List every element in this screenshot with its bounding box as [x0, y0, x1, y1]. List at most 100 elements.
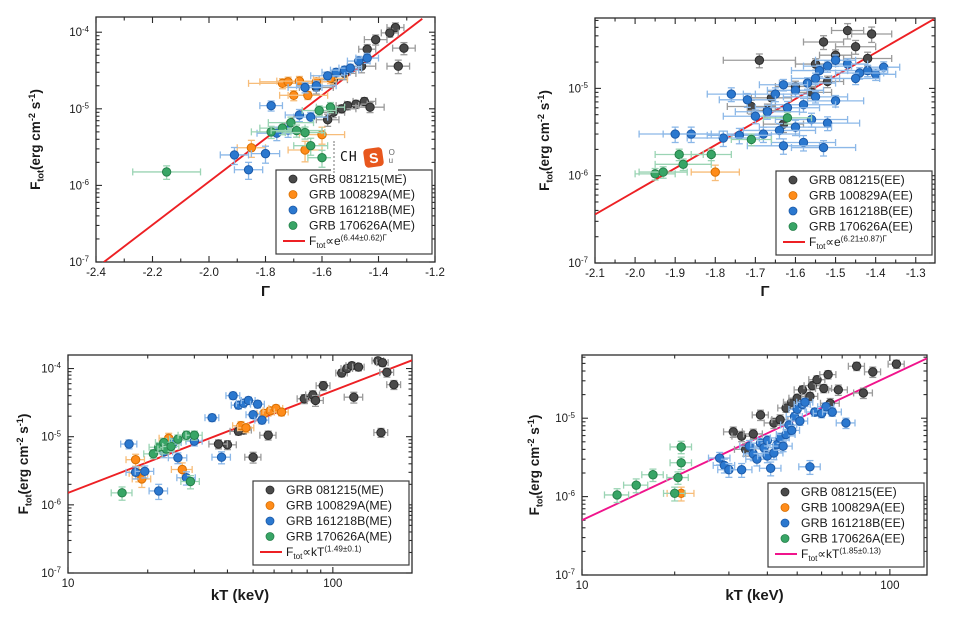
x-tick-label: -1.3 — [906, 268, 926, 280]
data-point — [812, 374, 822, 385]
data-point — [736, 431, 747, 441]
y-tick-label: 10-5 — [568, 81, 588, 95]
data-point — [810, 92, 821, 102]
legend: GRB 081215(EE) GRB 100829A(EE)GRB 161218B… — [775, 170, 933, 256]
x-axis-label: Γ — [760, 283, 769, 300]
data-point — [299, 394, 309, 404]
data-point — [263, 430, 273, 440]
x-tick-label: -1.9 — [665, 268, 685, 280]
data-point — [376, 427, 386, 438]
data-point — [389, 379, 399, 390]
sogou-input-icon[interactable]: S — [362, 146, 384, 168]
y-axis-label: Ftot(erg cm-2 s-1) — [536, 90, 555, 191]
data-point — [790, 122, 801, 132]
data-point — [173, 453, 183, 463]
chart-ftot-vs-kt-me: 10 100 10-7 10-6 10-5 10-4 GRB 081215(ME) GRB 1… — [15, 354, 413, 604]
data-point — [795, 416, 805, 426]
data-point — [317, 152, 327, 163]
series-GRB 161218B(EE) — [707, 397, 856, 479]
data-point — [124, 439, 134, 449]
legend-marker — [788, 206, 798, 216]
data-point — [362, 53, 372, 63]
data-point — [821, 402, 831, 412]
data-point — [189, 430, 200, 440]
legend-entry-label: GRB 081215(EE) — [801, 485, 897, 499]
y-tick-label: 10-6 — [41, 497, 61, 511]
legend: GRB 081215(ME) GRB 100829A(ME)GRB 161218B… — [252, 480, 410, 566]
y-tick-label: 10-5 — [69, 101, 89, 115]
data-point — [676, 442, 686, 452]
legend: GRB 081215(EE) GRB 100829A(EE)GRB 161218B… — [767, 482, 925, 568]
data-point — [746, 134, 757, 145]
data-point — [310, 395, 321, 406]
legend-entry-label: GRB 100829A(ME) — [286, 499, 392, 513]
data-point — [300, 82, 310, 93]
legend-entry-label: GRB 161218B(ME) — [309, 203, 415, 217]
legend-entry-label: GRB 100829A(EE) — [809, 189, 913, 203]
data-point — [676, 458, 686, 468]
x-tick-label: -1.8 — [705, 268, 725, 280]
legend-marker — [265, 485, 275, 495]
chart-ftot-vs-gamma-me: -2.4 -2.2 -2.0 -1.8 -1.6 -1.4 -1.2 10-7 10-6 10-5… — [27, 16, 445, 300]
data-point — [257, 415, 267, 425]
data-point — [823, 369, 833, 380]
data-point — [382, 367, 392, 378]
data-point — [787, 425, 797, 436]
legend-fit-label: Ftot∝kT(1.49±0.1) — [286, 544, 362, 561]
series-GRB 170626A(EE) — [603, 440, 693, 504]
legend-marker — [780, 534, 790, 543]
data-point — [353, 362, 364, 372]
data-point — [781, 403, 791, 413]
data-point — [765, 463, 776, 473]
data-point — [774, 125, 785, 136]
x-axis-label: Γ — [261, 283, 270, 300]
data-point — [800, 397, 810, 407]
y-axis-label: Ftot(erg cm-2 s-1) — [27, 89, 46, 190]
x-tick-label: -2.4 — [86, 267, 106, 279]
y-tick-label: 10-5 — [555, 411, 575, 425]
data-point — [782, 113, 793, 123]
data-point — [153, 486, 164, 496]
data-point — [385, 28, 395, 38]
x-tick-label: -2.1 — [585, 268, 605, 280]
data-point — [736, 465, 747, 475]
data-point — [658, 167, 668, 177]
data-point — [742, 95, 753, 105]
legend-box — [252, 480, 410, 566]
y-tick-label: 10-6 — [69, 178, 89, 192]
y-tick-label: 10-4 — [69, 25, 89, 39]
data-point — [842, 59, 853, 69]
data-point — [841, 418, 851, 428]
legend-box — [775, 170, 933, 256]
data-point — [349, 392, 359, 402]
data-point — [678, 159, 688, 170]
data-point — [790, 85, 801, 96]
legend-marker — [780, 503, 790, 512]
chart-ftot-vs-gamma-ee: -2.1 -2.0 -1.9 -1.8 -1.7 -1.6 -1.5 -1.4 -1.3 10-7… — [536, 17, 936, 300]
data-point — [300, 127, 310, 138]
data-point — [612, 490, 622, 500]
data-point — [810, 73, 821, 84]
data-point — [870, 69, 881, 79]
x-tick-label: 10 — [62, 578, 75, 590]
data-point — [345, 63, 355, 73]
y-tick-label: 10-6 — [555, 489, 575, 503]
data-point — [140, 466, 150, 477]
data-point — [818, 142, 829, 153]
data-point — [778, 141, 789, 151]
data-point — [850, 42, 861, 52]
legend-entry-label: GRB 170626A(EE) — [809, 220, 913, 234]
legend-marker — [265, 532, 275, 541]
series-GRB 170626A(EE) — [634, 111, 813, 181]
data-point — [370, 34, 381, 45]
axes: 10 100 10-7 10-6 10-5 — [555, 354, 928, 592]
data-point — [673, 472, 683, 483]
y-tick-label: 10-5 — [41, 429, 61, 443]
data-point — [891, 359, 902, 369]
data-point — [798, 137, 809, 148]
data-point — [669, 488, 680, 499]
legend-marker — [780, 487, 790, 497]
x-tick-label: 100 — [323, 578, 342, 590]
data-point — [648, 470, 658, 480]
data-point — [365, 102, 375, 112]
